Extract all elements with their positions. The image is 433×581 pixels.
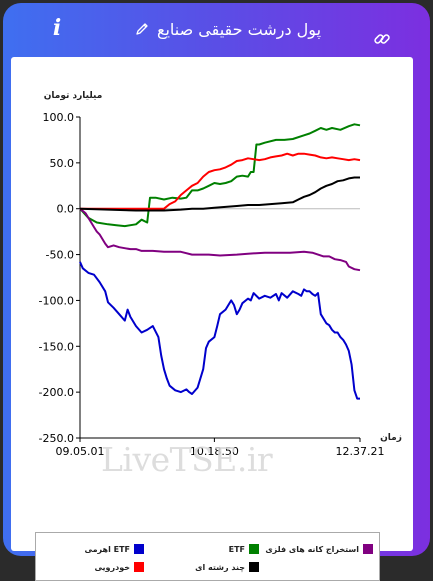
axes: 100.0 50.0 0.0 -50.0 -100.0 -150.0 -200.0 -250.… [39, 111, 385, 458]
chart-card: میلیارد تومان زمان 100.0 50.0 0.0 -50.0 -100… [11, 57, 413, 581]
legend-item: ETF اهرمی [44, 543, 144, 557]
y-axis-label: میلیارد تومان [44, 91, 103, 101]
series-line [80, 152, 361, 210]
legend-label: ETF [228, 545, 245, 554]
y-tick-label: -50.0 [46, 249, 74, 262]
header-bar: i پول درشت حقیقی صنایع [3, 3, 430, 55]
x-tick-label: 09.05.01 [56, 445, 105, 458]
app-frame: i پول درشت حقیقی صنایع میلیارد تومان زما… [3, 3, 430, 581]
y-tick-label: 50.0 [50, 157, 75, 170]
legend-item: خودرویی [44, 561, 144, 575]
series-line [79, 261, 360, 400]
legend-swatch [249, 562, 259, 572]
y-tick-label: -250.0 [39, 432, 74, 445]
series-line [79, 123, 361, 228]
legend-item: چند رشته ای [159, 561, 259, 575]
legend-label: ETF اهرمی [84, 545, 131, 554]
legend-swatch [249, 544, 259, 554]
legend-item: ETF [159, 543, 259, 557]
legend-swatch [134, 544, 144, 554]
series-line [79, 207, 361, 272]
y-tick-label: 100.0 [43, 111, 75, 124]
legend-label: استخراج کانه های فلزی [265, 545, 359, 554]
page-title: پول درشت حقیقی صنایع [156, 19, 322, 39]
line-chart: میلیارد تومان زمان 100.0 50.0 0.0 -50.0 -100… [39, 91, 402, 458]
y-tick-label: -150.0 [39, 340, 74, 353]
y-tick-label: 0.0 [57, 203, 75, 216]
y-tick-label: -200.0 [39, 386, 74, 399]
legend-swatch [363, 544, 373, 554]
legend: ETF اهرمی ETF استخراج کانه های فلزی خودرویی… [35, 532, 380, 581]
watermark: LiveTSE.ir [101, 440, 273, 479]
series-line [79, 176, 360, 212]
legend-label: چند رشته ای [195, 563, 245, 572]
y-tick-label: -100.0 [39, 294, 74, 307]
legend-item: استخراج کانه های فلزی [265, 543, 373, 557]
x-axis-label: زمان [380, 433, 402, 443]
pencil-icon[interactable] [135, 22, 149, 36]
link-icon[interactable] [373, 30, 391, 48]
x-tick-label: 10.18.50 [190, 445, 239, 458]
legend-swatch [134, 562, 144, 572]
x-tick-label: 12.37.21 [336, 445, 385, 458]
info-icon[interactable]: i [52, 15, 62, 41]
series-layer [79, 123, 361, 400]
title-group: پول درشت حقیقی صنایع [113, 15, 343, 43]
legend-label: خودرویی [94, 563, 130, 572]
